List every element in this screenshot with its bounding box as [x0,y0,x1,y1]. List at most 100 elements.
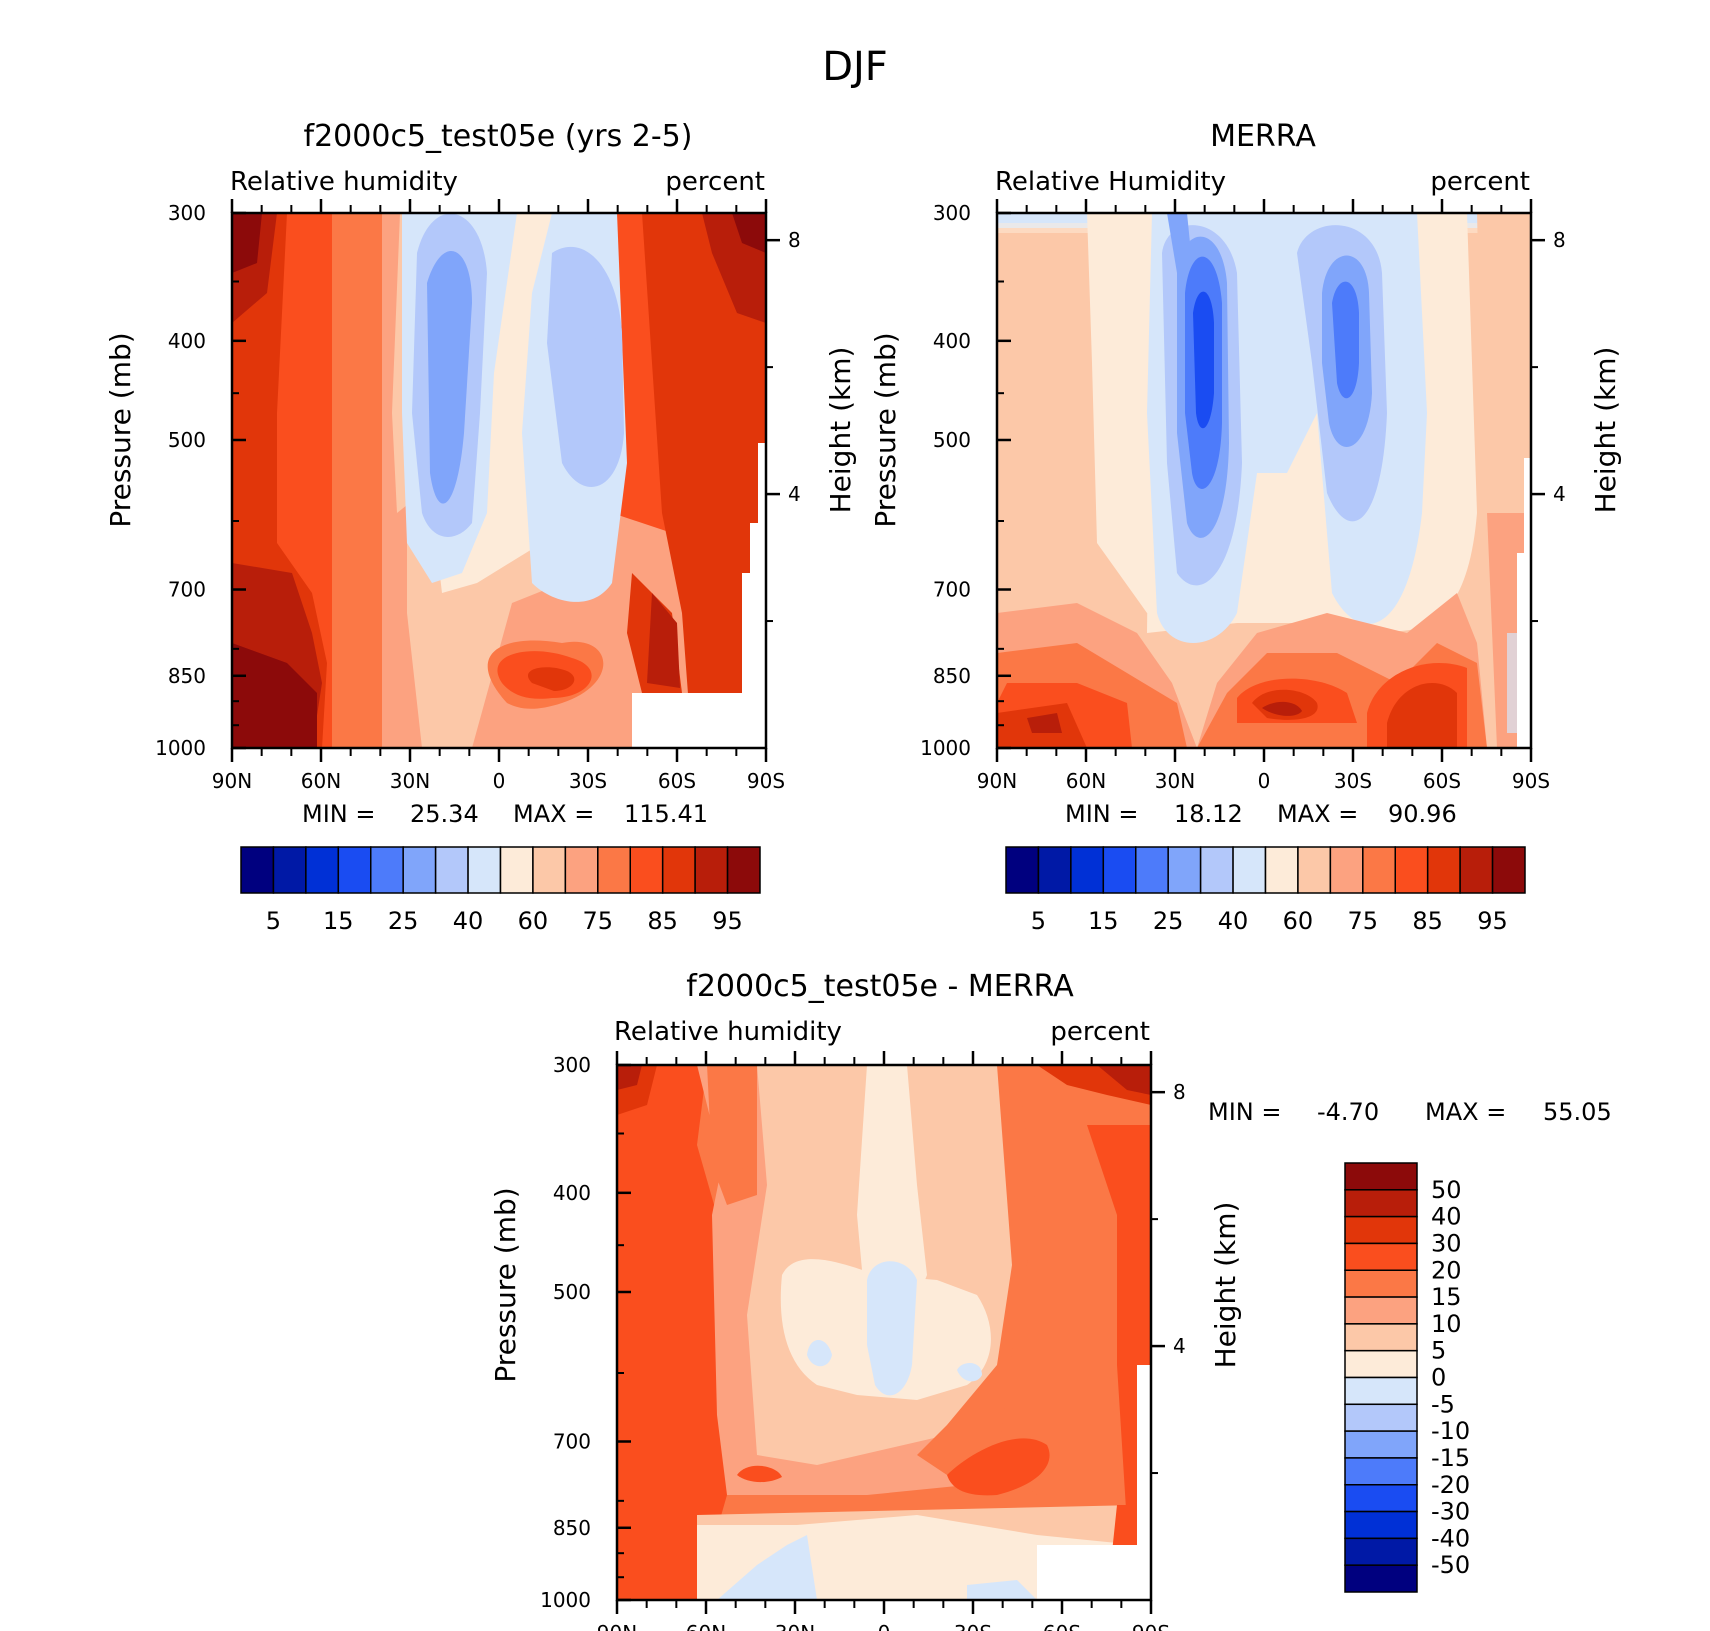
x-tick-label: 60S [1043,1621,1081,1631]
colorbar-label: 30 [1431,1229,1462,1257]
y-tick-label: 1000 [540,1588,591,1612]
colorbar-swatch [337,846,372,894]
panel-diff-max-label: MAX = [1425,1098,1506,1126]
panel-model: f2000c5_test05e (yrs 2-5) Relative humid… [104,119,857,793]
y2-tick-label: 4 [1173,1334,1186,1358]
x-tick-label: 30S [1334,769,1372,793]
panel-model-title: f2000c5_test05e (yrs 2-5) [304,119,693,154]
panel-obs: MERRA Relative Humidity percent Pressure… [869,119,1622,793]
panel-obs-axes: 90N 60N 30N 0 30S 60S 90S 300 400 500 700 850 1000 8 4 [920,199,1566,793]
y-tick-label: 700 [933,578,971,602]
colorbar-swatch [240,846,275,894]
colorbar-label: -5 [1431,1390,1455,1418]
x-tick-label: 60N [686,1621,726,1631]
panel-obs-ylabel: Pressure (mb) [869,332,902,527]
x-tick-label: 90S [747,769,785,793]
colorbar-swatch [1329,846,1364,894]
colorbar-swatch [1344,1162,1418,1191]
colorbar-swatch [1297,846,1332,894]
y-tick-label: 400 [553,1181,591,1205]
colorbar-swatch [1362,846,1396,894]
colorbar-label: 15 [323,907,354,935]
y-tick-label: 500 [933,428,971,452]
x-tick-label: 60N [1066,769,1106,793]
panel-model-min-label: MIN = [302,800,375,828]
colorbar-swatch [1344,1430,1418,1459]
colorbar-swatch [1491,846,1526,894]
colorbar-label: -40 [1431,1524,1470,1552]
panel-diff-ylabel: Pressure (mb) [489,1187,522,1382]
y-tick-label: 300 [553,1053,591,1077]
colorbar-swatch [1344,1189,1418,1218]
colorbar-label: 5 [1031,907,1046,935]
colorbar-swatch [1459,846,1494,894]
figure-title: DJF [822,44,888,90]
colorbar-swatch [629,846,664,894]
y-tick-label: 500 [168,428,206,452]
colorbar-label: 10 [1431,1310,1462,1338]
colorbar-label: -10 [1431,1417,1470,1445]
colorbar-swatch [694,846,729,894]
x-tick-label: 60S [1423,769,1461,793]
y-tick-label: 1000 [155,736,206,760]
y-tick-label: 850 [933,664,971,688]
panel-obs-max-label: MAX = [1277,800,1358,828]
y-tick-label: 300 [933,201,971,225]
y-tick-label: 700 [168,578,206,602]
y-tick-label: 1000 [920,736,971,760]
x-tick-label: 0 [493,769,506,793]
colorbar-label: 60 [518,907,549,935]
colorbar-swatch [272,846,307,894]
panel-model-ylabel: Pressure (mb) [104,332,137,527]
x-tick-label: 0 [878,1621,891,1631]
colorbar-swatch [1344,1242,1418,1271]
colorbar-label: -15 [1431,1444,1470,1472]
colorbar-swatch [1344,1510,1418,1540]
panel-model-max-label: MAX = [513,800,594,828]
x-tick-label: 90N [597,1621,637,1631]
colorbar-swatch [1037,846,1072,894]
panel-diff-y2label: Height (km) [1209,1202,1242,1369]
colorbar-swatch [434,846,469,894]
colorbar-label: 15 [1431,1283,1462,1311]
colorbar-swatch [1344,1537,1418,1566]
colorbar-label: 25 [388,907,419,935]
colorbar-swatch [1167,846,1202,894]
colorbar-swatch [499,846,534,894]
x-tick-label: 60S [658,769,696,793]
colorbar-obs: 5 15 25 40 60 75 85 95 [1005,846,1526,935]
colorbar-swatch [726,846,761,894]
colorbar-swatch [564,846,599,894]
panel-model-field [232,213,766,748]
colorbar-label: 95 [712,907,743,935]
panel-model-y2label: Height (km) [824,347,857,514]
colorbar-swatch [1344,1376,1418,1406]
colorbar-swatch [1264,846,1299,894]
colorbar-swatch [467,846,502,894]
colorbar-swatch [1199,846,1234,894]
colorbar-label: 40 [1431,1203,1462,1231]
colorbar-swatch [370,846,404,894]
colorbar-swatch [1070,846,1105,894]
y-tick-label: 400 [933,329,971,353]
panel-model-max-value: 115.41 [624,800,708,828]
colorbar-swatch [597,846,631,894]
y-tick-label: 700 [553,1430,591,1454]
colorbar-swatch [1344,1457,1418,1486]
colorbar-swatch [1394,846,1429,894]
colorbar-swatch [1344,1269,1418,1298]
panel-model-units-label: percent [665,167,765,197]
colorbar-swatch [402,846,437,894]
colorbar-label: 50 [1431,1176,1462,1204]
panel-diff-field [617,1065,1151,1600]
colorbar-swatch [532,846,567,894]
colorbar-label: -30 [1431,1498,1470,1526]
colorbar-swatch [1344,1296,1418,1325]
panel-diff-title: f2000c5_test05e - MERRA [686,969,1074,1004]
x-tick-label: 30N [390,769,430,793]
y2-tick-label: 4 [1553,482,1566,506]
colorbar-swatch [1344,1215,1418,1245]
y-tick-label: 300 [168,201,206,225]
